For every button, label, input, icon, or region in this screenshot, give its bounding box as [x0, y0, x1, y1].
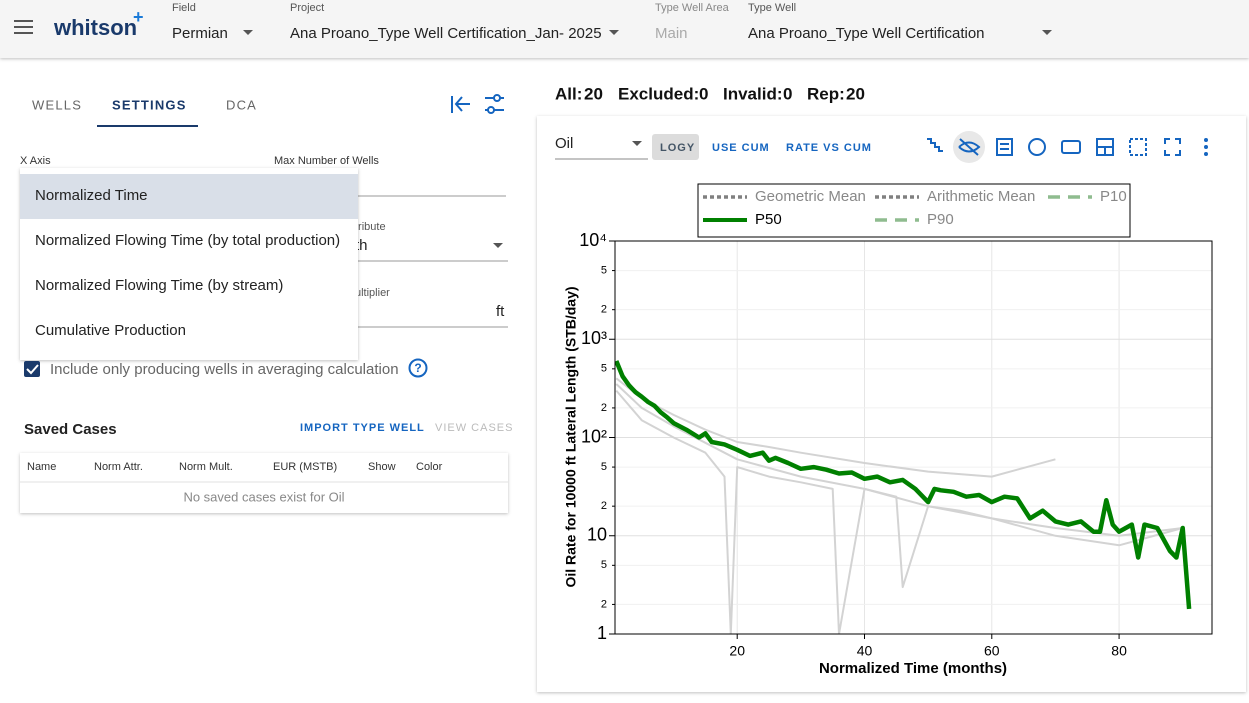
stat-label: Rep: — [807, 84, 845, 103]
field-label: Type Well Area — [655, 2, 730, 14]
checkbox[interactable] — [24, 361, 40, 377]
tab[interactable]: WELLS — [32, 97, 82, 112]
field-label: Field — [172, 2, 196, 14]
well-line — [615, 377, 1056, 478]
logo: whitson — [53, 15, 137, 40]
more-icon[interactable] — [1204, 138, 1208, 156]
stat-label: All: — [555, 84, 582, 103]
y-tick-label: 2 — [601, 500, 607, 512]
dropdown-arrow — [1042, 30, 1052, 35]
menu-item[interactable]: Cumulative Production — [35, 322, 186, 339]
tab-active[interactable]: SETTINGS — [112, 97, 187, 112]
column-header: EUR (MSTB) — [273, 461, 337, 473]
filter-icon[interactable] — [485, 94, 504, 114]
legend-label: P90 — [927, 211, 954, 228]
menu-item[interactable]: Normalized Time — [35, 187, 148, 204]
well-line — [615, 389, 1183, 634]
logy-button[interactable]: LOGY — [660, 142, 695, 154]
tab[interactable]: DCA — [226, 97, 257, 112]
collapse-icon[interactable] — [451, 96, 470, 113]
logo-mark: + — [133, 7, 144, 27]
axes: 20 40 60 80 1 2 5 10 2 5 10² 2 5 10³ 2 5 10⁴ — [579, 230, 1127, 659]
svg-text:?: ? — [414, 361, 421, 375]
field-value[interactable]: Ana Proano_Type Well Certification_Jan- … — [290, 25, 602, 42]
stat-value: 0 — [699, 84, 708, 103]
menu-item[interactable]: Normalized Flowing Time (by stream) — [35, 277, 283, 294]
tab-indicator — [97, 125, 198, 127]
partial-value: th — [355, 237, 368, 254]
field-label: Type Well — [748, 2, 796, 14]
rate-vs-cum-button[interactable]: RATE VS CUM — [786, 142, 872, 154]
y-tick-label: 2 — [601, 598, 607, 610]
y-tick-label: 5 — [601, 559, 607, 571]
grid — [615, 240, 1212, 635]
partial-label: ultiplier — [355, 287, 390, 299]
use-cum-button[interactable]: USE CUM — [712, 142, 770, 154]
legend-label: P10 — [1100, 188, 1127, 205]
import-button[interactable]: IMPORT TYPE WELL — [300, 422, 425, 434]
x-tick-label: 60 — [984, 643, 1000, 659]
menu-highlight — [20, 174, 358, 219]
menu-icon[interactable] — [14, 20, 33, 34]
column-header: Norm Attr. — [94, 461, 143, 473]
help-icon[interactable]: ? — [408, 358, 428, 378]
y-tick-label: 2 — [601, 304, 607, 316]
stat-value: 20 — [584, 84, 603, 103]
legend — [697, 183, 1131, 238]
max-wells-label: Max Number of Wells — [274, 155, 379, 167]
series-line — [615, 360, 1192, 610]
stat-value: 20 — [846, 84, 865, 103]
saved-cases-title: Saved Cases — [24, 421, 117, 438]
y-tick-label: 5 — [601, 461, 607, 473]
y-tick-label: 10⁴ — [579, 230, 607, 250]
column-header: Norm Mult. — [179, 461, 233, 473]
unit: ft — [496, 303, 505, 320]
column-header: Name — [27, 461, 56, 473]
empty-message: No saved cases exist for Oil — [183, 489, 344, 504]
lines — [615, 360, 1192, 634]
stat-label: Invalid: — [723, 84, 783, 103]
stat-value: 0 — [783, 84, 792, 103]
column-header: Show — [368, 461, 396, 473]
y-tick-label: 5 — [601, 264, 607, 276]
x-tick-label: 40 — [857, 643, 873, 659]
logy-bg — [652, 134, 699, 160]
dropdown-arrow — [243, 30, 253, 35]
partial-label: tribute — [355, 221, 386, 233]
stat-label: Excluded: — [618, 84, 699, 103]
legend-label: P50 — [755, 211, 782, 228]
field-value: Main — [655, 25, 688, 42]
dropdown-arrow — [493, 243, 503, 248]
y-tick-label: 1 — [597, 623, 607, 643]
stream-select[interactable]: Oil — [555, 135, 573, 152]
dropdown-arrow — [609, 30, 619, 35]
legend-entries: Geometric Mean Arithmetic Mean P10 P90 P50 — [703, 188, 1127, 228]
x-axis-title: Normalized Time (months) — [819, 660, 1007, 677]
toolbar-icons[interactable] — [927, 131, 1181, 163]
field-label: Project — [290, 2, 324, 14]
x-tick-label: 20 — [729, 643, 745, 659]
y-tick-label: 10 — [587, 525, 607, 545]
check-mark — [26, 364, 39, 375]
dropdown-arrow — [632, 141, 642, 146]
cases-table — [20, 453, 508, 513]
field-value[interactable]: Permian — [172, 25, 228, 42]
y-tick-label: 10³ — [581, 328, 607, 348]
app-bar — [0, 0, 1249, 58]
x-tick-label: 80 — [1111, 643, 1127, 659]
menu-item[interactable]: Normalized Flowing Time (by total produc… — [35, 232, 340, 249]
y-tick-label: 5 — [601, 363, 607, 375]
y-axis-title: Oil Rate for 10000 ft Lateral Length (ST… — [563, 286, 579, 587]
x-axis-label: X Axis — [20, 155, 51, 167]
field-value[interactable]: Ana Proano_Type Well Certification — [748, 25, 985, 42]
legend-label: Arithmetic Mean — [927, 188, 1035, 205]
well-line — [615, 383, 1183, 589]
y-tick-label: 10² — [581, 426, 607, 446]
column-header: Color — [416, 461, 443, 473]
y-tick-label: 2 — [601, 402, 607, 414]
view-button: VIEW CASES — [435, 422, 513, 434]
legend-label: Geometric Mean — [755, 188, 866, 205]
checkbox-label: Include only producing wells in averagin… — [50, 361, 399, 378]
